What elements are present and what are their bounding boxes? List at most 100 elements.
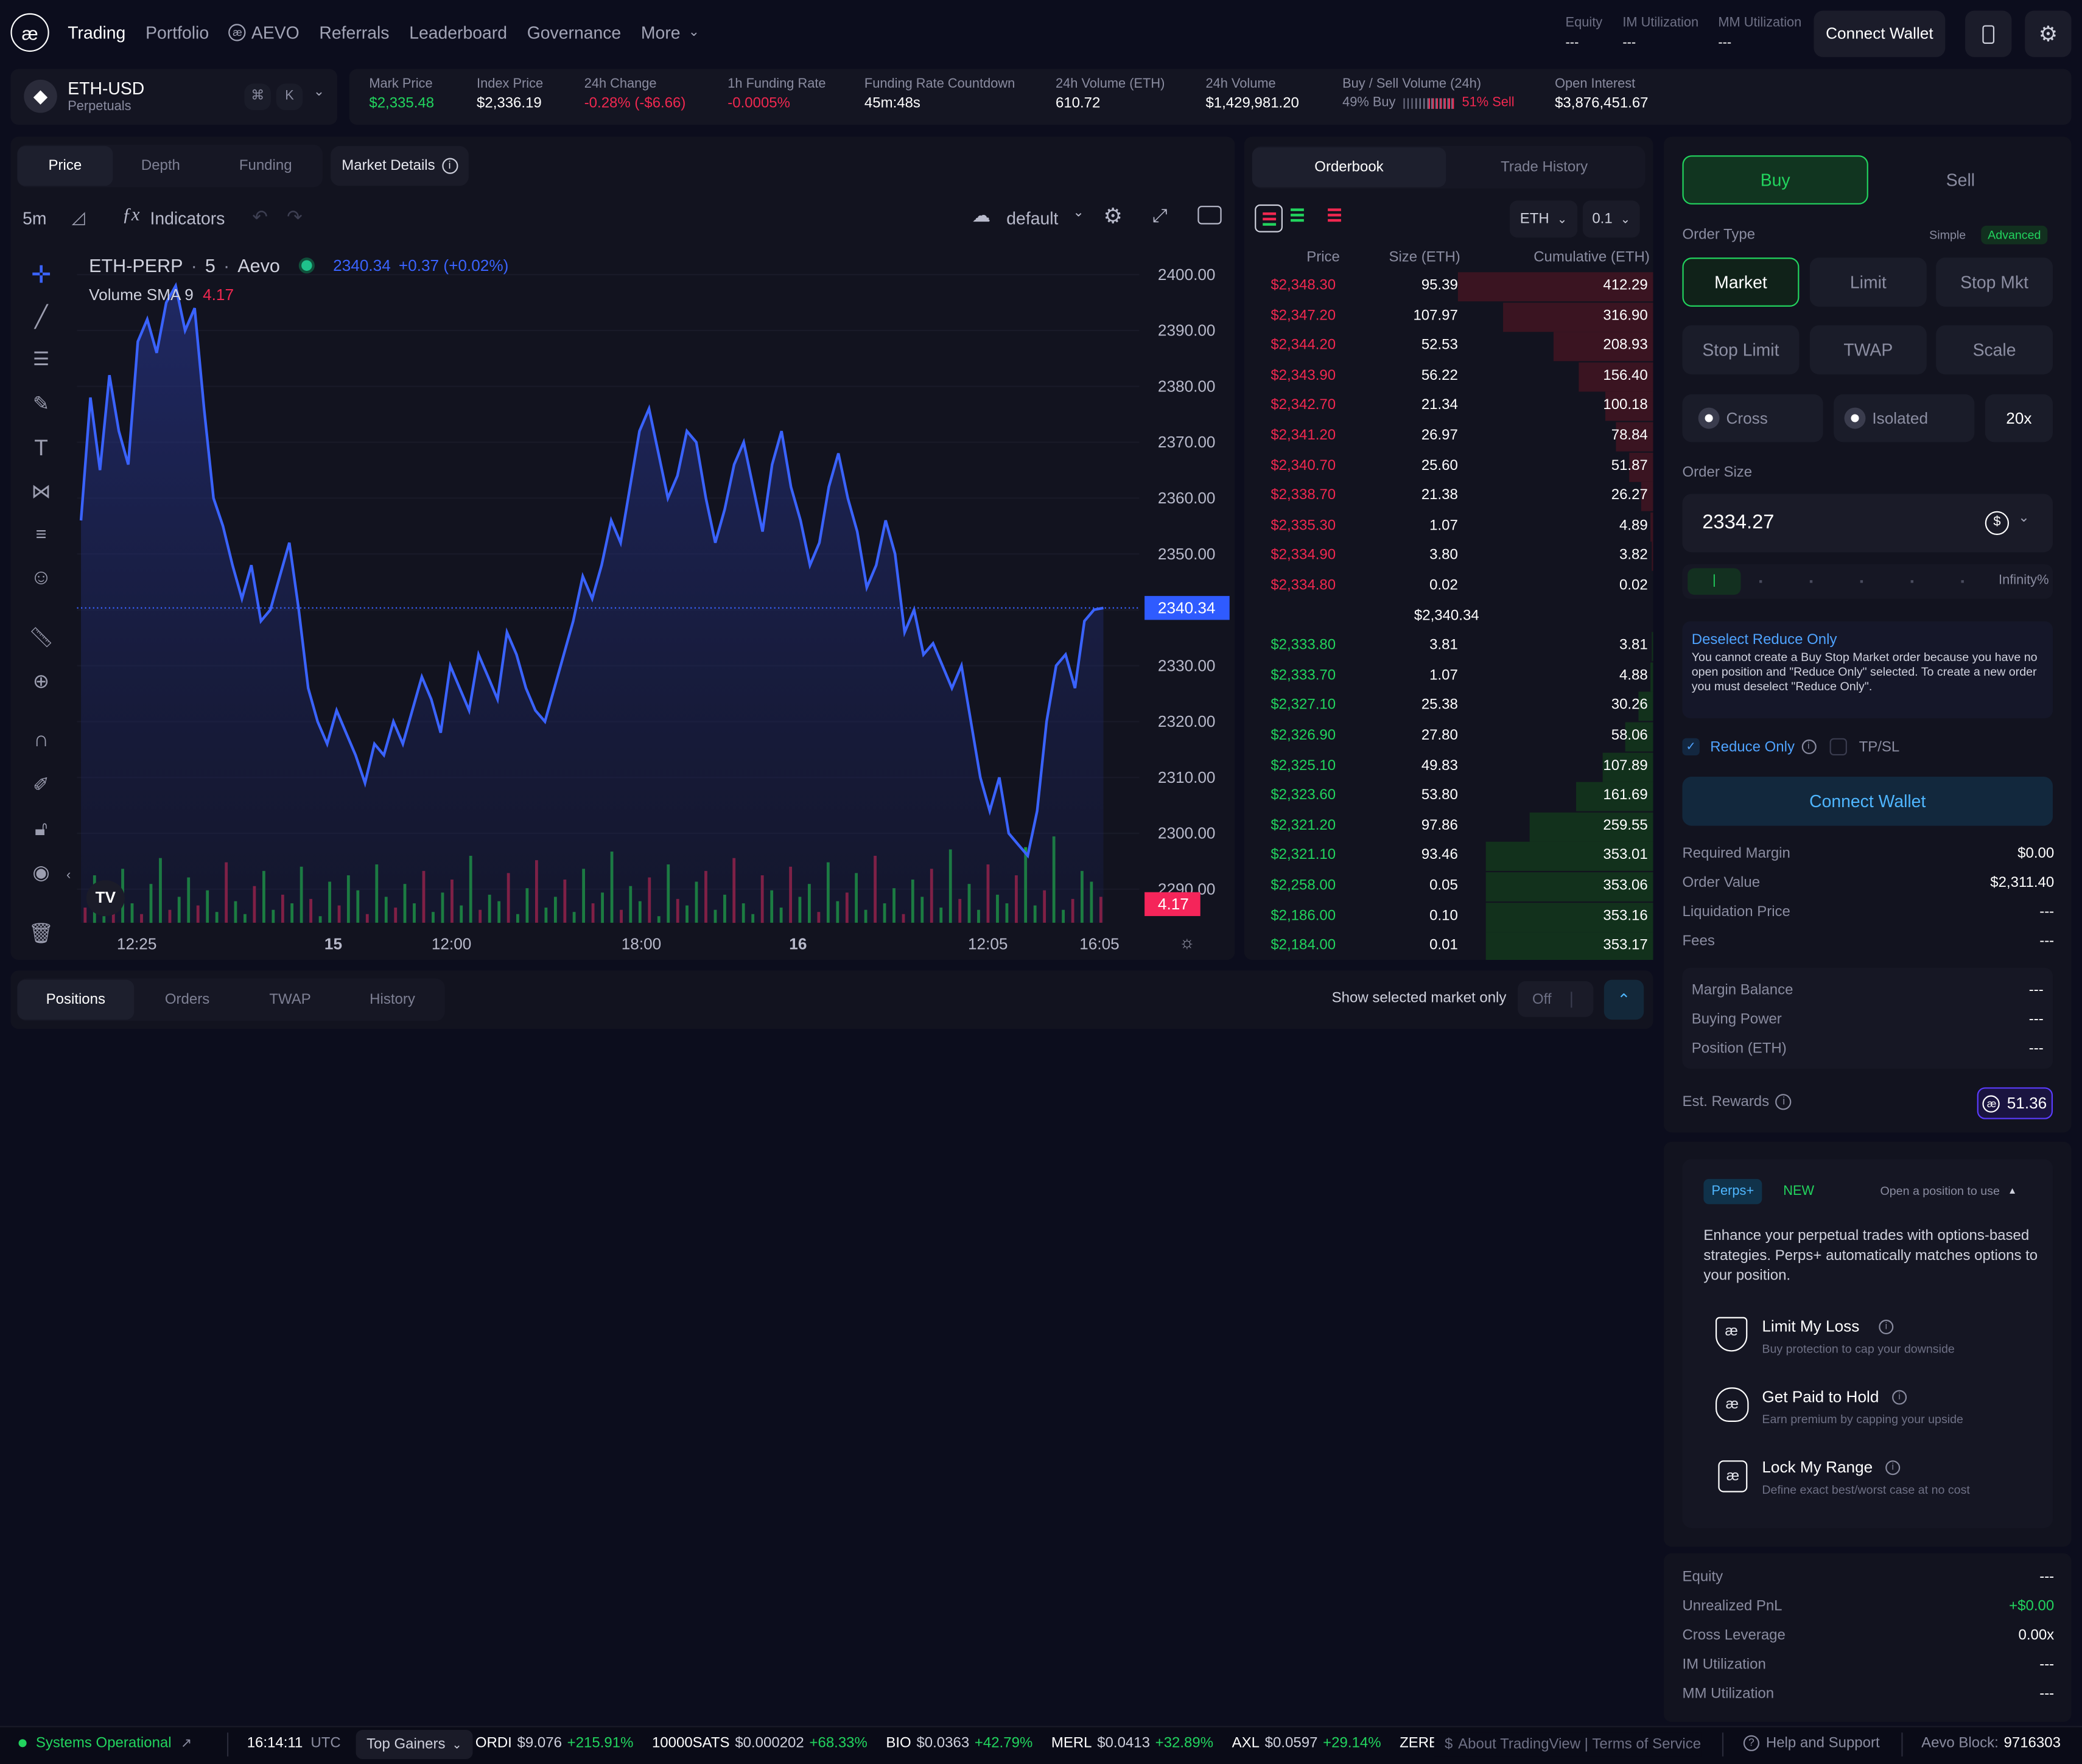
chevron-up-icon[interactable]: ⌃	[1604, 979, 1644, 1020]
market-details-button[interactable]: Market Details i	[331, 145, 469, 186]
ask-row[interactable]: $2,334.90 3.80 3.82	[1244, 542, 1653, 572]
text-icon[interactable]: T	[34, 435, 48, 461]
book-asks-icon[interactable]	[1328, 208, 1341, 222]
tab-positions[interactable]: Positions	[17, 979, 135, 1020]
chevron-down-icon[interactable]: ⌄	[2018, 511, 2030, 526]
pencil-lock-icon[interactable]: ✐	[32, 774, 50, 797]
market-selector[interactable]: ◆ ETH-USD Perpetuals ⌘ K ⌄	[10, 69, 338, 125]
get-paid-item[interactable]: æ Get Paid to Hold i Earn premium by cap…	[1713, 1385, 2045, 1438]
show-selected-toggle[interactable]: Off	[1518, 981, 1594, 1017]
nav-more[interactable]: More	[640, 23, 681, 43]
ticker-symbol[interactable]: 10000SATS	[651, 1735, 730, 1751]
reduce-only-checkbox[interactable]: ✓ Reduce Only i	[1682, 738, 1816, 756]
tab-depth[interactable]: Depth	[141, 158, 180, 174]
tab-price[interactable]: Price	[17, 145, 113, 186]
ask-row[interactable]: $2,342.70 21.34 100.18	[1244, 392, 1653, 422]
magnet-icon[interactable]: ∩	[33, 729, 49, 752]
bid-row[interactable]: $2,258.00 0.05 353.06	[1244, 872, 1653, 901]
bid-row[interactable]: $2,321.20 97.86 259.55	[1244, 812, 1653, 842]
dollar-icon[interactable]: $	[1985, 511, 2010, 535]
ticker-symbol[interactable]: BIO	[886, 1735, 911, 1751]
tab-funding[interactable]: Funding	[239, 158, 292, 174]
chevron-down-icon[interactable]: ⌄	[313, 85, 325, 100]
redo-icon[interactable]: ↷	[287, 206, 303, 227]
ask-row[interactable]: $2,340.70 25.60 51.87	[1244, 452, 1653, 481]
help-link[interactable]: ? Help and Support	[1743, 1735, 1880, 1751]
tpsl-checkbox[interactable]: TP/SL	[1829, 738, 1899, 756]
nav-trading[interactable]: Trading	[68, 23, 126, 43]
advanced-toggle[interactable]: Advanced	[1981, 225, 2048, 245]
mobile-icon[interactable]	[1965, 10, 2012, 57]
order-type-stop-market[interactable]: Stop Mkt	[1936, 257, 2053, 307]
tab-history[interactable]: History	[370, 992, 415, 1008]
settings-icon[interactable]: ⚙	[2025, 10, 2072, 57]
bid-row[interactable]: $2,325.10 49.83 107.89	[1244, 752, 1653, 782]
ask-row[interactable]: $2,347.20 107.97 316.90	[1244, 302, 1653, 332]
layout-template[interactable]: default	[1006, 208, 1059, 229]
ask-row[interactable]: $2,335.30 1.07 4.89	[1244, 512, 1653, 542]
chevron-left-icon[interactable]: ‹	[66, 868, 71, 883]
ask-row[interactable]: $2,344.20 52.53 208.93	[1244, 332, 1653, 362]
ask-row[interactable]: $2,334.80 0.02 0.02	[1244, 572, 1653, 601]
ticker-symbol[interactable]: MERL	[1051, 1735, 1092, 1751]
fullscreen-icon[interactable]: ⤢	[1152, 204, 1168, 226]
cloud-icon[interactable]: ☁	[972, 204, 991, 226]
buy-button[interactable]: Buy	[1682, 155, 1868, 205]
lock-my-range-item[interactable]: æ Lock My Range i Define exact best/wors…	[1713, 1455, 2045, 1508]
time-axis-settings-icon[interactable]: ☼	[1179, 932, 1195, 952]
order-type-limit[interactable]: Limit	[1809, 257, 1927, 307]
margin-isolated-button[interactable]: Isolated	[1834, 394, 1975, 443]
order-size-input[interactable]: 2334.27 $ ⌄	[1682, 494, 2053, 553]
bid-row[interactable]: $2,326.90 27.80 58.06	[1244, 722, 1653, 752]
logo[interactable]: æ	[10, 13, 49, 52]
camera-icon[interactable]	[1197, 206, 1222, 225]
chevron-down-icon[interactable]: ⌄	[1073, 206, 1084, 221]
terms-link[interactable]: Terms of Service	[1592, 1736, 1702, 1753]
zoom-in-icon[interactable]: ⊕	[32, 670, 50, 693]
tab-trade-history[interactable]: Trade History	[1501, 159, 1588, 175]
crosshair-icon[interactable]: ✛	[31, 261, 52, 289]
bid-row[interactable]: $2,333.80 3.81 3.81	[1244, 632, 1653, 662]
lock-icon[interactable]: 🔓︎	[34, 817, 48, 841]
order-type-stop-limit[interactable]: Stop Limit	[1682, 325, 1800, 375]
bid-row[interactable]: $2,186.00 0.10 353.16	[1244, 902, 1653, 932]
book-bids-icon[interactable]	[1291, 208, 1304, 222]
ticker-symbol[interactable]: AXL	[1232, 1735, 1260, 1751]
form-connect-wallet-button[interactable]: Connect Wallet	[1682, 776, 2053, 826]
interval-button[interactable]: 5m	[23, 208, 47, 229]
unit-select[interactable]: ETH ⌄	[1509, 200, 1578, 238]
nav-leaderboard[interactable]: Leaderboard	[409, 23, 508, 43]
nav-governance[interactable]: Governance	[527, 23, 622, 43]
ask-row[interactable]: $2,341.20 26.97 78.84	[1244, 422, 1653, 452]
chart-settings-icon[interactable]: ⚙	[1103, 206, 1123, 229]
chart-type-icon[interactable]: ◿	[71, 207, 85, 227]
perps-open-hint[interactable]: Open a position to use ▲	[1880, 1185, 2017, 1198]
forecast-icon[interactable]: ≡	[35, 523, 47, 545]
order-type-market[interactable]: Market	[1682, 257, 1800, 307]
leverage-button[interactable]: 20x	[1985, 394, 2053, 443]
simple-toggle[interactable]: Simple	[1929, 228, 1966, 242]
margin-cross-button[interactable]: Cross	[1682, 394, 1823, 443]
indicators-button[interactable]: Indicators	[150, 208, 225, 229]
ticker-symbol[interactable]: ORDI	[475, 1735, 512, 1751]
emoji-icon[interactable]: ☺	[30, 567, 52, 590]
book-both-icon[interactable]	[1255, 204, 1283, 233]
nav-portfolio[interactable]: Portfolio	[145, 23, 209, 43]
eye-icon[interactable]: ◉	[32, 861, 50, 884]
ask-row[interactable]: $2,338.70 21.38 26.27	[1244, 482, 1653, 512]
bid-row[interactable]: $2,321.10 93.46 353.01	[1244, 842, 1653, 872]
ask-row[interactable]: $2,348.30 95.39 412.29	[1244, 272, 1653, 302]
bid-row[interactable]: $2,327.10 25.38 30.26	[1244, 692, 1653, 722]
undo-icon[interactable]: ↶	[252, 206, 268, 227]
limit-my-loss-item[interactable]: æ Limit My Loss i Buy protection to cap …	[1713, 1314, 2045, 1367]
bid-row[interactable]: $2,333.70 1.07 4.88	[1244, 662, 1653, 691]
about-tradingview-link[interactable]: About TradingView	[1458, 1736, 1581, 1753]
tab-orders[interactable]: Orders	[164, 992, 210, 1008]
trash-icon[interactable]: 🗑︎	[28, 922, 54, 945]
brush-icon[interactable]: ✎	[32, 393, 50, 416]
pattern-icon[interactable]: ⋈	[31, 480, 51, 503]
step-select[interactable]: 0.1 ⌄	[1582, 200, 1640, 238]
connect-wallet-button[interactable]: Connect Wallet	[1814, 10, 1946, 57]
order-type-scale[interactable]: Scale	[1936, 325, 2053, 375]
tab-orderbook[interactable]: Orderbook	[1252, 147, 1446, 187]
